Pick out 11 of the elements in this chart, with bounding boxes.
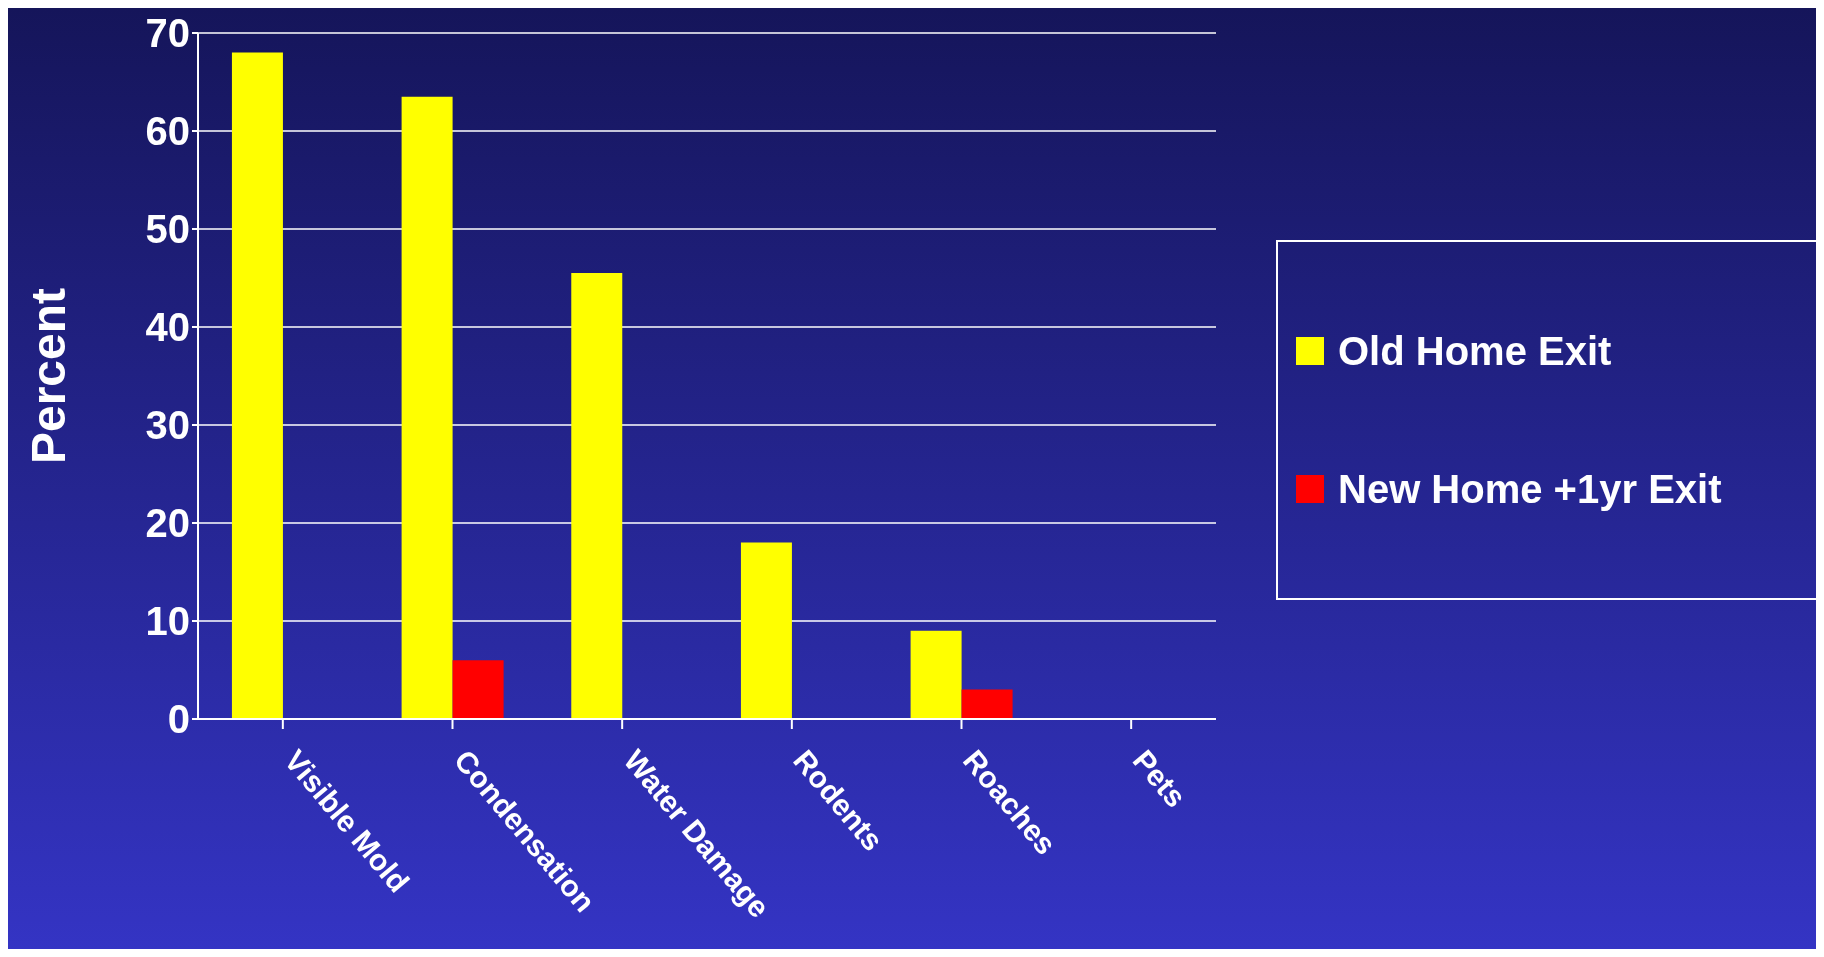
y-tick-label: 40 xyxy=(145,305,190,350)
legend-label: New Home +1yr Exit xyxy=(1338,466,1722,512)
legend-label: Old Home Exit xyxy=(1338,328,1612,374)
y-axis-title: Percent xyxy=(22,287,76,465)
y-tick-label: 60 xyxy=(145,109,190,154)
y-tick-label: 0 xyxy=(167,697,190,742)
y-tick-label: 30 xyxy=(145,403,190,448)
y-tick-label: 10 xyxy=(145,599,190,644)
y-tick-label: 20 xyxy=(145,501,190,546)
y-tick-label: 70 xyxy=(145,11,190,56)
y-tick-label: 50 xyxy=(145,207,190,252)
